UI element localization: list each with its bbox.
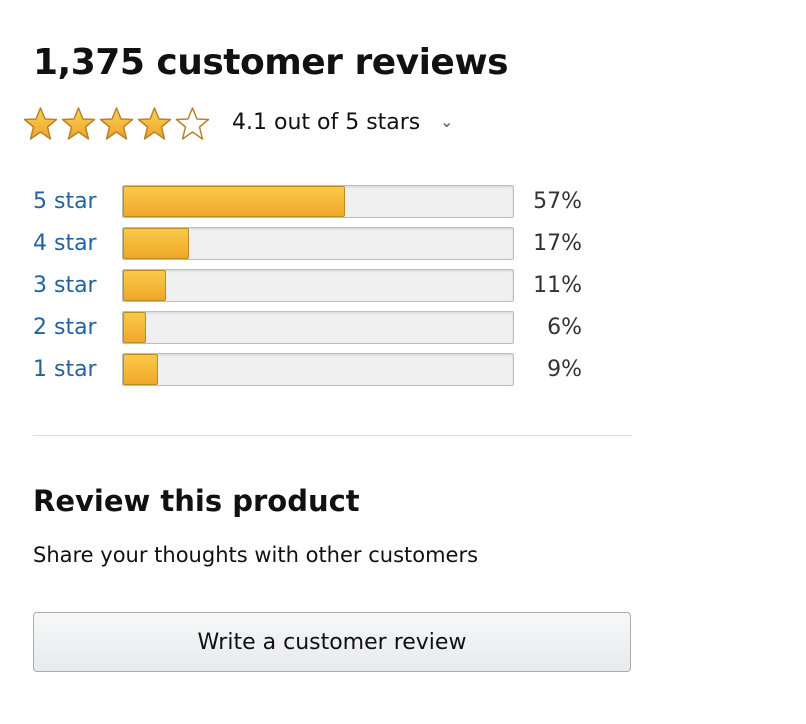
histogram-bar[interactable] bbox=[122, 227, 514, 260]
histogram-percent: 11% bbox=[533, 273, 582, 298]
review-subtext: Share your thoughts with other customers bbox=[33, 543, 479, 567]
histogram-bar-fill bbox=[123, 228, 190, 259]
histogram-bar[interactable] bbox=[122, 269, 514, 302]
chevron-down-icon[interactable]: ⌄ bbox=[440, 112, 454, 131]
histogram-percent: 17% bbox=[533, 231, 582, 256]
histogram-row-5-star[interactable]: 5 star 57% bbox=[33, 185, 593, 219]
star-filled-icon bbox=[60, 106, 97, 146]
histogram-row-2-star[interactable]: 2 star 6% bbox=[33, 311, 593, 345]
star-filled-icon bbox=[98, 106, 135, 146]
review-heading: Review this product bbox=[33, 484, 360, 518]
divider bbox=[33, 435, 632, 436]
histogram-bar[interactable] bbox=[122, 353, 514, 386]
histogram-bar-fill bbox=[123, 186, 346, 217]
histogram-bar-fill bbox=[123, 354, 159, 385]
star-link[interactable]: 1 star bbox=[33, 357, 97, 382]
histogram-percent: 57% bbox=[533, 189, 582, 214]
star-filled-icon bbox=[136, 106, 173, 146]
histogram-row-4-star[interactable]: 4 star 17% bbox=[33, 227, 593, 261]
star-link[interactable]: 5 star bbox=[33, 189, 97, 214]
histogram-bar-fill bbox=[123, 312, 147, 343]
histogram-bar[interactable] bbox=[122, 185, 514, 218]
histogram-row-1-star[interactable]: 1 star 9% bbox=[33, 353, 593, 387]
star-filled-icon bbox=[22, 106, 59, 146]
write-review-button[interactable]: Write a customer review bbox=[33, 612, 631, 672]
histogram-percent: 9% bbox=[547, 357, 582, 382]
star-link[interactable]: 4 star bbox=[33, 231, 97, 256]
page-title: 1,375 customer reviews bbox=[33, 42, 509, 83]
star-empty-icon bbox=[174, 106, 211, 146]
histogram-bar[interactable] bbox=[122, 311, 514, 344]
rating-text[interactable]: 4.1 out of 5 stars bbox=[232, 110, 421, 135]
histogram-percent: 6% bbox=[547, 315, 582, 340]
star-link[interactable]: 2 star bbox=[33, 315, 97, 340]
histogram-bar-fill bbox=[123, 270, 166, 301]
histogram-row-3-star[interactable]: 3 star 11% bbox=[33, 269, 593, 303]
star-link[interactable]: 3 star bbox=[33, 273, 97, 298]
star-rating[interactable] bbox=[22, 106, 211, 146]
